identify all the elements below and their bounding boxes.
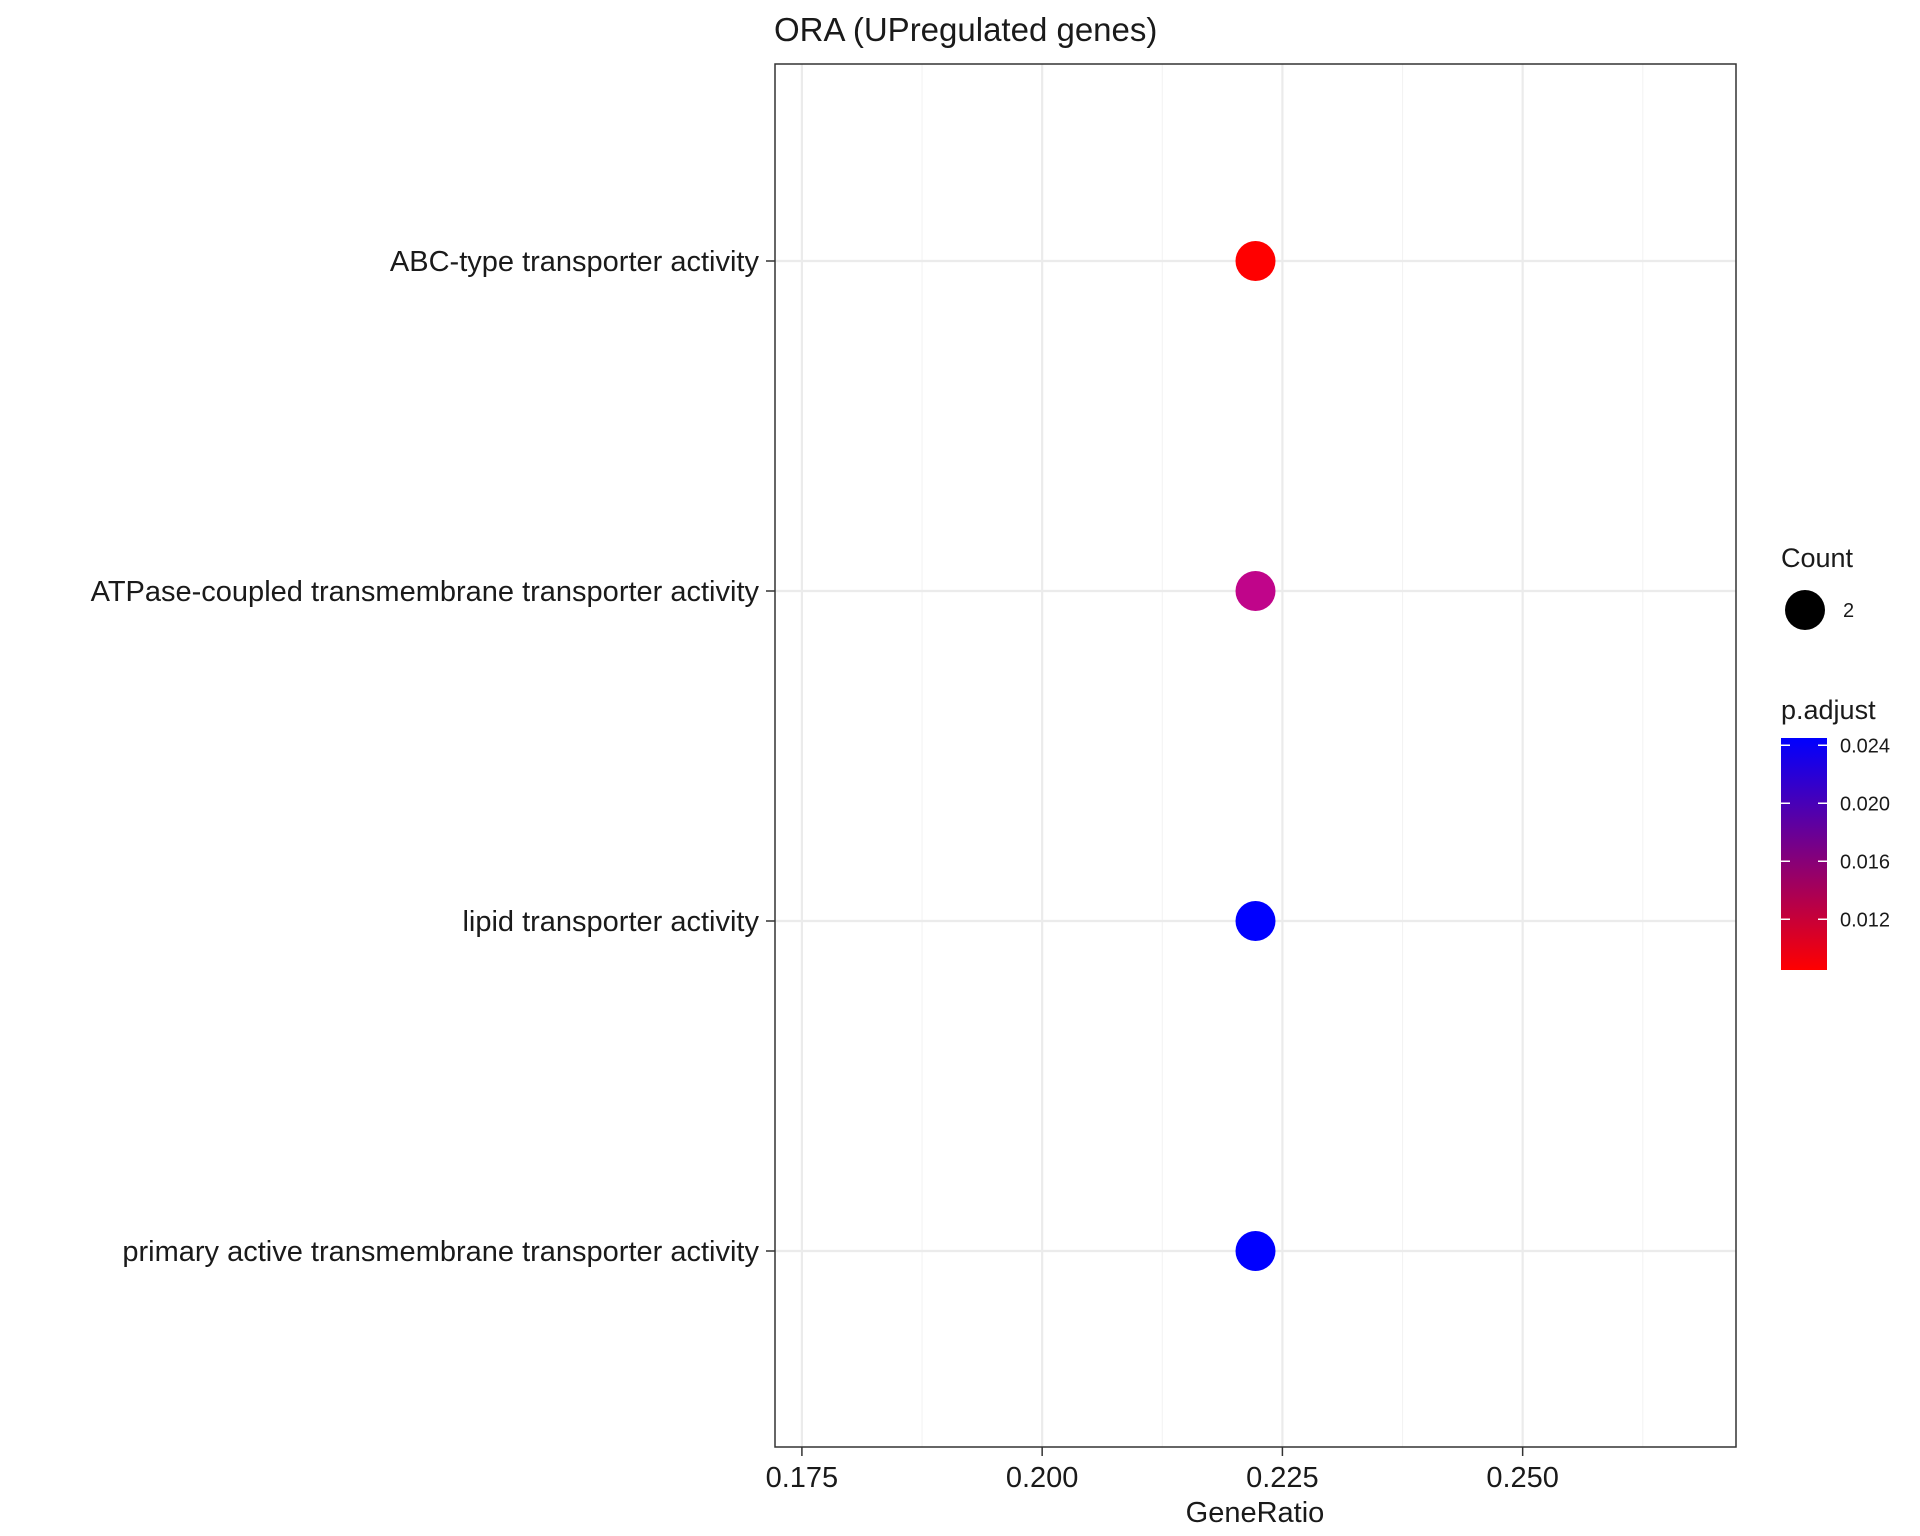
legend-count-key	[1785, 590, 1825, 630]
x-tick-label: 0.175	[766, 1462, 839, 1494]
chart-title: ORA (UPregulated genes)	[774, 11, 1157, 48]
data-points	[1235, 241, 1276, 1271]
x-tick-label: 0.225	[1246, 1462, 1319, 1494]
colorbar-tick-label: 0.020	[1840, 793, 1890, 815]
padjust-colorbar	[1781, 738, 1827, 970]
y-axis: ABC-type transporter activity ATPase-coup…	[91, 246, 775, 1268]
legend: Count 2 p.adjust 0.024 0.020 0.016 0.012	[1781, 543, 1890, 970]
y-tick-label: primary active transmembrane transporter…	[122, 1236, 759, 1268]
grid-minor	[921, 64, 1644, 1447]
y-tick-label: lipid transporter activity	[462, 906, 759, 938]
y-tick-label: ABC-type transporter activity	[390, 246, 760, 278]
legend-padjust-title: p.adjust	[1781, 695, 1876, 725]
colorbar-tick-label: 0.012	[1840, 909, 1890, 931]
data-point	[1235, 241, 1276, 281]
legend-count-label: 2	[1843, 600, 1854, 622]
plot-panel-border	[774, 63, 1737, 1448]
x-tick-label: 0.200	[1006, 1462, 1079, 1494]
size-legend: 2	[1785, 590, 1854, 630]
data-point	[1235, 1231, 1276, 1271]
x-axis: 0.175 0.200 0.225 0.250	[766, 1447, 1559, 1494]
data-point	[1235, 901, 1276, 941]
colorbar-tick-label: 0.016	[1840, 851, 1890, 873]
data-point	[1235, 571, 1276, 611]
colorbar-ticks: 0.024 0.020 0.016 0.012	[1781, 735, 1890, 931]
x-axis-title: GeneRatio	[1186, 1497, 1325, 1529]
y-tick-label: ATPase-coupled transmembrane transporter…	[91, 576, 760, 608]
x-tick-label: 0.250	[1486, 1462, 1559, 1494]
legend-count-title: Count	[1781, 543, 1854, 573]
colorbar-tick-label: 0.024	[1840, 735, 1890, 757]
